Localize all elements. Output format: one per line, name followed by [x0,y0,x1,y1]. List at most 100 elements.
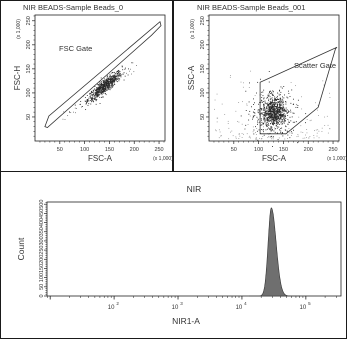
ssc-event-dot [246,133,248,135]
fsc-event-dot [108,87,110,89]
fsc-event-dot [69,111,70,112]
fsc-event-dot [136,65,137,66]
fsc-event-dot [85,109,87,111]
ssc-event-dot [267,105,268,107]
histogram-y-tick-label: 200 [39,255,45,264]
ssc-event-dot [271,129,273,131]
ssc-event-dot [279,114,281,115]
ssc-event-dot [273,109,275,111]
ssc-event-dot [281,119,283,121]
ssc-event-dot [269,114,271,116]
ssc-event-dot [274,102,276,104]
fsc-event-dot [118,71,120,73]
fsc-event-dot [112,77,114,79]
fsc-event-dot [112,78,114,80]
fsc-event-dot [108,84,110,86]
ssc-event-dot [286,111,288,113]
fsc-event-dot [81,106,83,107]
ssc-event-dot [280,108,282,110]
ssc-event-dot [293,129,294,131]
ssc-event-dot [269,100,271,102]
ssc-event-dot [326,115,328,117]
ssc-event-dot [271,100,273,102]
ssc-event-dot [280,108,282,110]
fsc-event-dot [92,92,94,93]
ssc-event-dot [271,91,273,93]
ssc-event-dot [262,136,264,137]
fsc-event-dot [98,86,100,88]
fsc-event-dot [112,80,114,82]
fsc-event-dot [90,103,92,105]
fsc-event-dot [111,77,113,79]
ssc-event-dot [263,134,265,136]
ssc-event-dot [278,117,280,119]
fsc-event-dot [93,98,95,100]
fsc-event-dot [93,101,95,103]
fsc-event-dot [101,90,103,92]
ssc-event-dot [263,109,265,111]
ssc-event-dot [283,118,285,120]
ssc-event-dot [274,127,275,129]
ssc-event-dot [277,98,279,100]
ssc-event-dot [279,104,281,106]
ssc-event-dot [266,117,268,119]
ssc-event-dot [276,126,278,128]
ssc-event-dot [280,112,282,114]
fsc-event-dot [111,79,113,80]
ssc-event-dot [275,108,277,110]
ssc-event-dot [265,103,267,105]
ssc-event-dot [250,70,252,72]
fsc-event-dot [112,72,114,73]
ssc-event-dot [273,130,275,132]
ssc-event-dot [278,94,280,96]
ssc-event-dot [271,128,273,130]
ssc-event-dot [267,95,269,97]
ssc-event-dot [276,115,278,117]
fsc-event-dot [115,76,117,77]
fsc-event-dot [110,81,112,83]
fsc-event-dot [108,82,110,84]
histogram-peak [249,207,301,297]
ssc-event-dot [263,115,265,117]
ssc-event-dot [274,115,276,117]
ssc-event-dot [281,113,283,115]
ssc-event-dot [267,111,269,112]
ssc-event-dot [270,105,272,107]
fsc-event-dot [109,85,110,86]
ssc-plot-title: NIR BEADS-Sample Beads_001 [197,3,305,12]
ssc-event-dot [235,110,237,112]
ssc-event-dot [292,98,294,100]
ssc-event-dot [317,109,318,111]
ssc-event-dot [270,92,272,94]
ssc-event-dot [255,126,256,128]
fsc-event-dot [111,72,113,74]
ssc-event-dot [276,132,278,134]
ssc-event-dot [243,82,244,84]
ssc-event-dot [263,130,264,132]
fsc-event-dot [96,94,98,95]
fsc-event-dot [114,73,116,75]
fsc-event-dot [110,81,112,83]
fsc-event-dot [104,83,106,85]
ssc-event-dot [263,108,265,110]
fsc-event-dot [96,96,98,98]
ssc-event-dot [280,100,282,102]
ssc-event-dot [218,137,220,139]
ssc-event-dot [265,123,267,125]
fsc-event-dot [91,98,93,100]
ssc-event-dot [262,91,264,93]
ssc-event-dot [274,111,276,113]
ssc-event-dot [279,97,281,99]
fsc-event-dot [118,69,119,71]
ssc-event-dot [279,107,281,109]
ssc-event-dot [315,129,317,131]
fsc-event-dot [87,104,89,106]
ssc-event-dot [266,117,268,119]
fsc-event-dot [99,93,101,95]
ssc-event-dot [284,115,286,117]
fsc-event-dot [88,100,90,102]
ssc-event-dot [273,117,275,119]
fsc-event-dot [97,88,99,90]
ssc-event-dot [287,123,289,125]
ssc-event-dot [268,116,270,118]
